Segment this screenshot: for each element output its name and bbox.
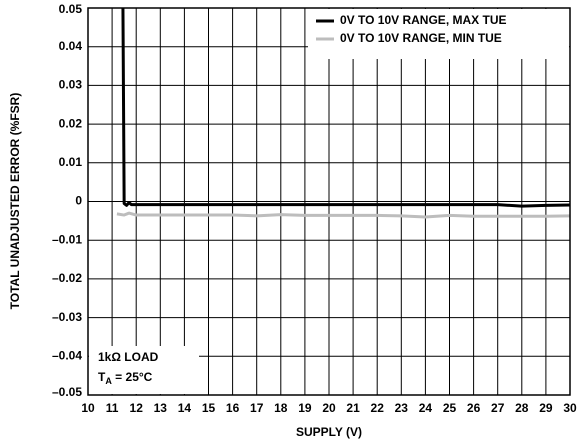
x-tick-label: 10 [81, 401, 95, 415]
legend: 0V TO 10V RANGE, MAX TUE 0V TO 10V RANGE,… [308, 9, 569, 59]
y-tick-label: 0.05 [59, 2, 83, 16]
annotation: 1kΩ LOAD TA = 25°C [89, 346, 199, 394]
x-tick-label: 17 [250, 401, 264, 415]
annotation-box [89, 346, 199, 394]
x-tick-label: 22 [371, 401, 385, 415]
x-tick-label: 29 [539, 401, 553, 415]
y-tick-label: –0.04 [52, 348, 82, 362]
y-tick-label: 0.02 [59, 116, 83, 130]
x-tick-label: 19 [298, 401, 312, 415]
x-tick-label: 18 [274, 401, 288, 415]
legend-label: 0V TO 10V RANGE, MIN TUE [340, 31, 502, 45]
annotation-sub: A [105, 376, 112, 386]
annotation-text: TA = 25°C [98, 370, 153, 386]
x-tick-label: 13 [154, 401, 168, 415]
y-tick-label: –0.03 [52, 310, 82, 324]
y-tick-label: –0.05 [52, 385, 82, 399]
y-axis-title: TOTAL UNADJUSTED ERROR (%FSR) [8, 93, 22, 310]
annotation-part: = 25°C [112, 370, 153, 384]
x-tick-label: 16 [226, 401, 240, 415]
y-tick-label: 0.04 [59, 39, 83, 53]
x-tick-label: 20 [322, 401, 336, 415]
y-tick-label: 0 [75, 194, 82, 208]
x-tick-label: 27 [491, 401, 505, 415]
annotation-part: T [98, 370, 106, 384]
x-tick-label: 11 [106, 401, 119, 415]
x-tick-label: 21 [346, 401, 360, 415]
y-tick-label: 0.03 [59, 78, 83, 92]
series-line [116, 211, 570, 219]
plot-frame [87, 7, 571, 396]
legend-label: 0V TO 10V RANGE, MAX TUE [340, 13, 506, 27]
x-tick-label: 26 [467, 401, 481, 415]
x-tick-label: 12 [130, 401, 144, 415]
annotation-text: 1kΩ LOAD [98, 350, 159, 364]
x-tick-label: 30 [563, 401, 577, 415]
x-tick-label: 15 [202, 401, 216, 415]
x-tick-label: 24 [419, 401, 433, 415]
x-tick-label: 25 [443, 401, 457, 415]
x-tick-label: 23 [395, 401, 409, 415]
x-tick-label: 28 [515, 401, 529, 415]
y-tick-label: –0.01 [52, 232, 82, 246]
x-tick-label: 14 [178, 401, 192, 415]
x-axis-title: SUPPLY (V) [296, 425, 362, 439]
y-tick-label: –0.02 [52, 271, 82, 285]
series-line [121, 8, 570, 208]
legend-box [308, 9, 569, 59]
y-tick-label: 0.01 [59, 155, 83, 169]
